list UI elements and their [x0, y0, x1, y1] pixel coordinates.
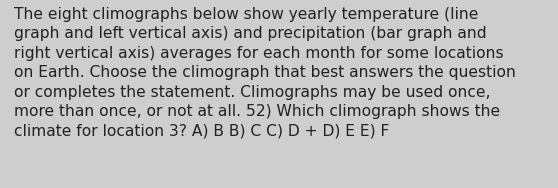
Text: The eight climographs below show yearly temperature (line
graph and left vertica: The eight climographs below show yearly …: [14, 7, 516, 139]
